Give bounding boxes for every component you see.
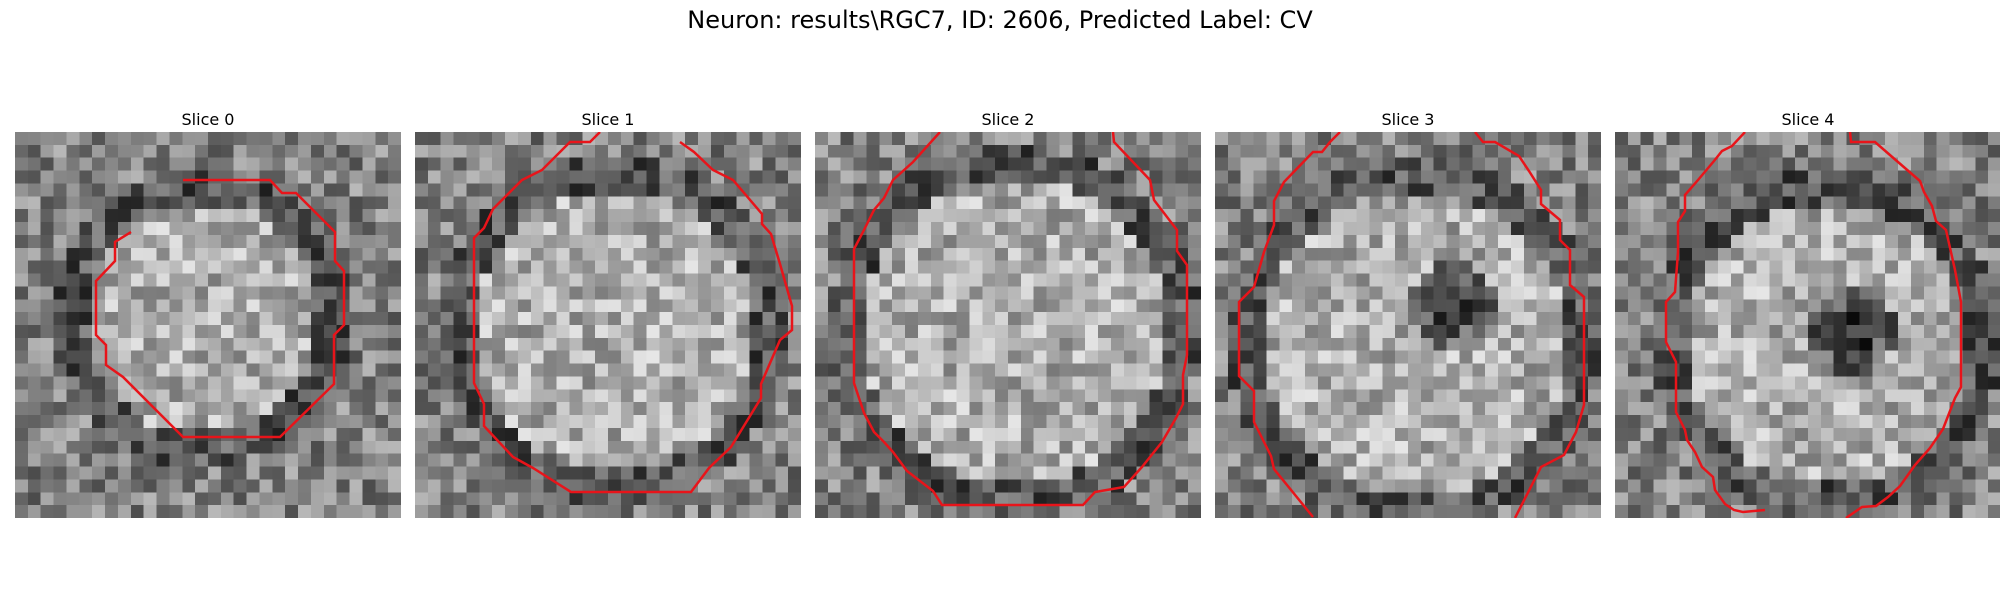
slice-panel-4: Slice 4 — [1615, 108, 2000, 518]
slice-panel-0: Slice 0 — [15, 108, 401, 518]
slice-title-4: Slice 4 — [1615, 108, 2000, 132]
slice-contour-1 — [415, 132, 801, 518]
slice-panel-2: Slice 2 — [815, 108, 1201, 518]
slice-title-1: Slice 1 — [415, 108, 801, 132]
contour-line — [1666, 132, 1765, 512]
slice-title-2: Slice 2 — [815, 108, 1201, 132]
contour-line — [854, 132, 1187, 505]
slice-title-0: Slice 0 — [15, 108, 401, 132]
contour-line — [1846, 132, 1961, 518]
contour-line — [1475, 132, 1584, 518]
slice-contour-0 — [15, 132, 401, 518]
slice-title-3: Slice 3 — [1215, 108, 1601, 132]
figure-title: Neuron: results\RGC7, ID: 2606, Predicte… — [0, 6, 2000, 34]
contour-line — [474, 132, 792, 492]
slice-contour-3 — [1215, 132, 1601, 518]
contour-line — [96, 180, 344, 437]
slice-contour-2 — [815, 132, 1201, 518]
slice-panel-3: Slice 3 — [1215, 108, 1601, 518]
slice-panel-1: Slice 1 — [415, 108, 801, 518]
slice-contour-4 — [1615, 132, 2000, 518]
contour-line — [1239, 132, 1340, 517]
